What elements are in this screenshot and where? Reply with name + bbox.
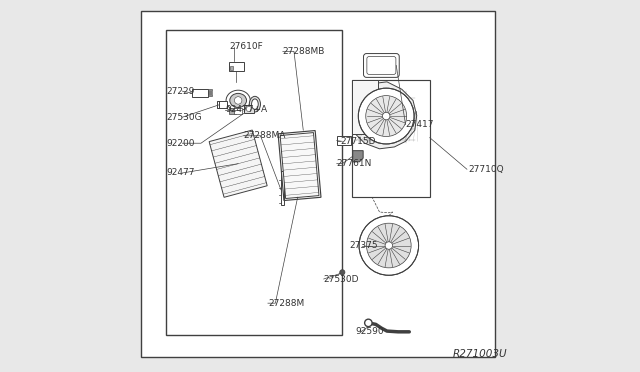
Text: 27288MA: 27288MA (244, 131, 286, 140)
Circle shape (385, 242, 392, 249)
Bar (229, 108, 236, 114)
Bar (191, 89, 209, 97)
Bar (209, 89, 212, 91)
Bar (234, 108, 242, 114)
Bar (166, 30, 342, 335)
Bar (351, 80, 378, 134)
Circle shape (365, 96, 406, 137)
Text: 27530D: 27530D (324, 275, 359, 283)
Ellipse shape (226, 90, 250, 111)
Text: 27229: 27229 (167, 87, 195, 96)
Text: 27288MB: 27288MB (283, 47, 325, 56)
Text: 27417: 27417 (406, 120, 434, 129)
Circle shape (358, 88, 414, 144)
Circle shape (367, 223, 411, 268)
Bar (219, 101, 227, 108)
Text: 27530G: 27530G (167, 113, 202, 122)
Text: 27375: 27375 (349, 241, 378, 250)
Text: 92200: 92200 (167, 139, 195, 148)
Bar (209, 94, 212, 96)
Circle shape (246, 106, 252, 112)
Bar (337, 136, 351, 145)
Bar (281, 171, 284, 205)
Bar (244, 105, 254, 113)
Polygon shape (209, 130, 267, 197)
Text: 92477+A: 92477+A (225, 105, 268, 114)
Polygon shape (353, 151, 363, 162)
Text: 27710Q: 27710Q (468, 165, 504, 174)
Text: 92590: 92590 (355, 327, 384, 336)
Text: 27610F: 27610F (229, 42, 262, 51)
Text: 27761N: 27761N (337, 159, 372, 168)
Circle shape (365, 319, 372, 327)
Bar (209, 92, 212, 93)
Circle shape (359, 216, 419, 275)
Text: 92477: 92477 (167, 169, 195, 177)
Bar (230, 66, 234, 70)
Ellipse shape (250, 96, 260, 112)
FancyBboxPatch shape (364, 54, 399, 77)
Text: 27715D: 27715D (340, 137, 376, 146)
Polygon shape (280, 132, 319, 199)
Circle shape (340, 270, 345, 275)
Ellipse shape (252, 99, 259, 109)
Text: R271003U: R271003U (452, 349, 507, 359)
Circle shape (383, 112, 390, 120)
Bar (229, 62, 244, 71)
Circle shape (234, 97, 242, 104)
Ellipse shape (230, 93, 246, 108)
Text: 27288M: 27288M (268, 299, 304, 308)
FancyBboxPatch shape (367, 57, 396, 74)
Bar (351, 80, 429, 197)
Polygon shape (353, 82, 417, 149)
